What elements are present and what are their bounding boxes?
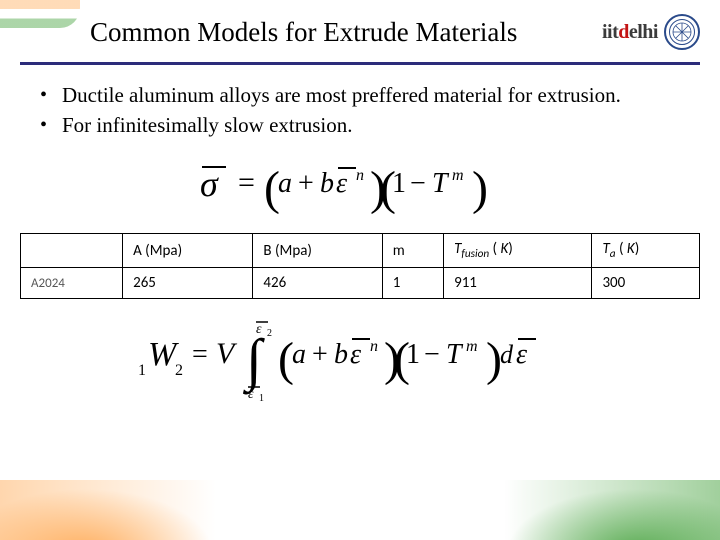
slide-content: Ductile aluminum alloys are most preffer… xyxy=(0,65,720,221)
list-item: Ductile aluminum alloys are most preffer… xyxy=(36,83,684,109)
equation-work: 1 W 2 = V ∫ ε 2 ε 1 ( a + b ε n ) ( 1 − … xyxy=(0,313,720,408)
col-m: m xyxy=(382,234,443,268)
svg-text:a: a xyxy=(278,168,292,199)
svg-text:σ: σ xyxy=(200,164,219,204)
svg-text:−: − xyxy=(410,168,426,199)
equation-sigma: σ = ( a + b ε n ) ( 1 − T m ) xyxy=(36,152,684,221)
svg-text:V: V xyxy=(216,337,238,370)
col-blank xyxy=(21,234,123,268)
svg-text:n: n xyxy=(356,167,364,184)
table-header-row: A (Mpa) B (Mpa) m Tfusion ( K) Ta ( K) xyxy=(21,234,700,268)
svg-text:1: 1 xyxy=(138,362,146,379)
svg-text:b: b xyxy=(334,339,348,370)
materials-table-wrap: A (Mpa) B (Mpa) m Tfusion ( K) Ta ( K) A… xyxy=(20,233,700,299)
svg-text:d: d xyxy=(500,340,514,369)
cell: 911 xyxy=(444,268,592,299)
cell: 1 xyxy=(382,268,443,299)
svg-text:=: = xyxy=(192,339,208,370)
svg-text:m: m xyxy=(466,338,478,355)
svg-text:ε: ε xyxy=(516,339,527,370)
svg-text:2: 2 xyxy=(175,362,183,379)
logo-text: iitdelhi xyxy=(602,21,658,44)
col-b: B (Mpa) xyxy=(253,234,382,268)
row-label: A2024 xyxy=(21,268,123,299)
svg-text:n: n xyxy=(370,338,378,355)
svg-text:−: − xyxy=(424,339,440,370)
logo-prefix: iit xyxy=(602,21,618,43)
svg-text:): ) xyxy=(472,162,488,215)
list-item: For infinitesimally slow extrusion. xyxy=(36,113,684,139)
cell: 426 xyxy=(253,268,382,299)
svg-text:2: 2 xyxy=(267,328,272,339)
col-a: A (Mpa) xyxy=(123,234,253,268)
iitd-logo: iitdelhi xyxy=(602,14,700,50)
svg-text:b: b xyxy=(320,168,334,199)
svg-text:ε: ε xyxy=(256,322,262,337)
materials-table: A (Mpa) B (Mpa) m Tfusion ( K) Ta ( K) A… xyxy=(20,233,700,299)
svg-text:ε: ε xyxy=(350,339,361,370)
col-ta: Ta ( K) xyxy=(592,234,700,268)
flag-accent-bottom xyxy=(0,480,720,540)
bullet-list: Ductile aluminum alloys are most preffer… xyxy=(36,83,684,138)
svg-text:ε: ε xyxy=(336,168,347,199)
svg-text:1: 1 xyxy=(259,393,264,403)
svg-text:m: m xyxy=(452,167,464,184)
svg-text:+: + xyxy=(312,339,328,370)
table-row: A2024 265 426 1 911 300 xyxy=(21,268,700,299)
col-tfusion: Tfusion ( K) xyxy=(444,234,592,268)
cell: 265 xyxy=(123,268,253,299)
svg-text:∫: ∫ xyxy=(242,327,265,395)
svg-text:1: 1 xyxy=(392,168,406,199)
svg-text:a: a xyxy=(292,339,306,370)
logo-suffix: elhi xyxy=(629,21,658,43)
svg-text:T: T xyxy=(432,168,450,199)
svg-text:T: T xyxy=(446,339,464,370)
page-title: Common Models for Extrude Materials xyxy=(90,17,517,48)
svg-text:1: 1 xyxy=(406,339,420,370)
svg-text:ε: ε xyxy=(248,387,254,402)
cell: 300 xyxy=(592,268,700,299)
svg-text:=: = xyxy=(238,166,255,199)
logo-accent: d xyxy=(618,21,629,43)
svg-text:+: + xyxy=(298,168,314,199)
logo-emblem-icon xyxy=(664,14,700,50)
slide-header: Common Models for Extrude Materials iitd… xyxy=(0,0,720,56)
